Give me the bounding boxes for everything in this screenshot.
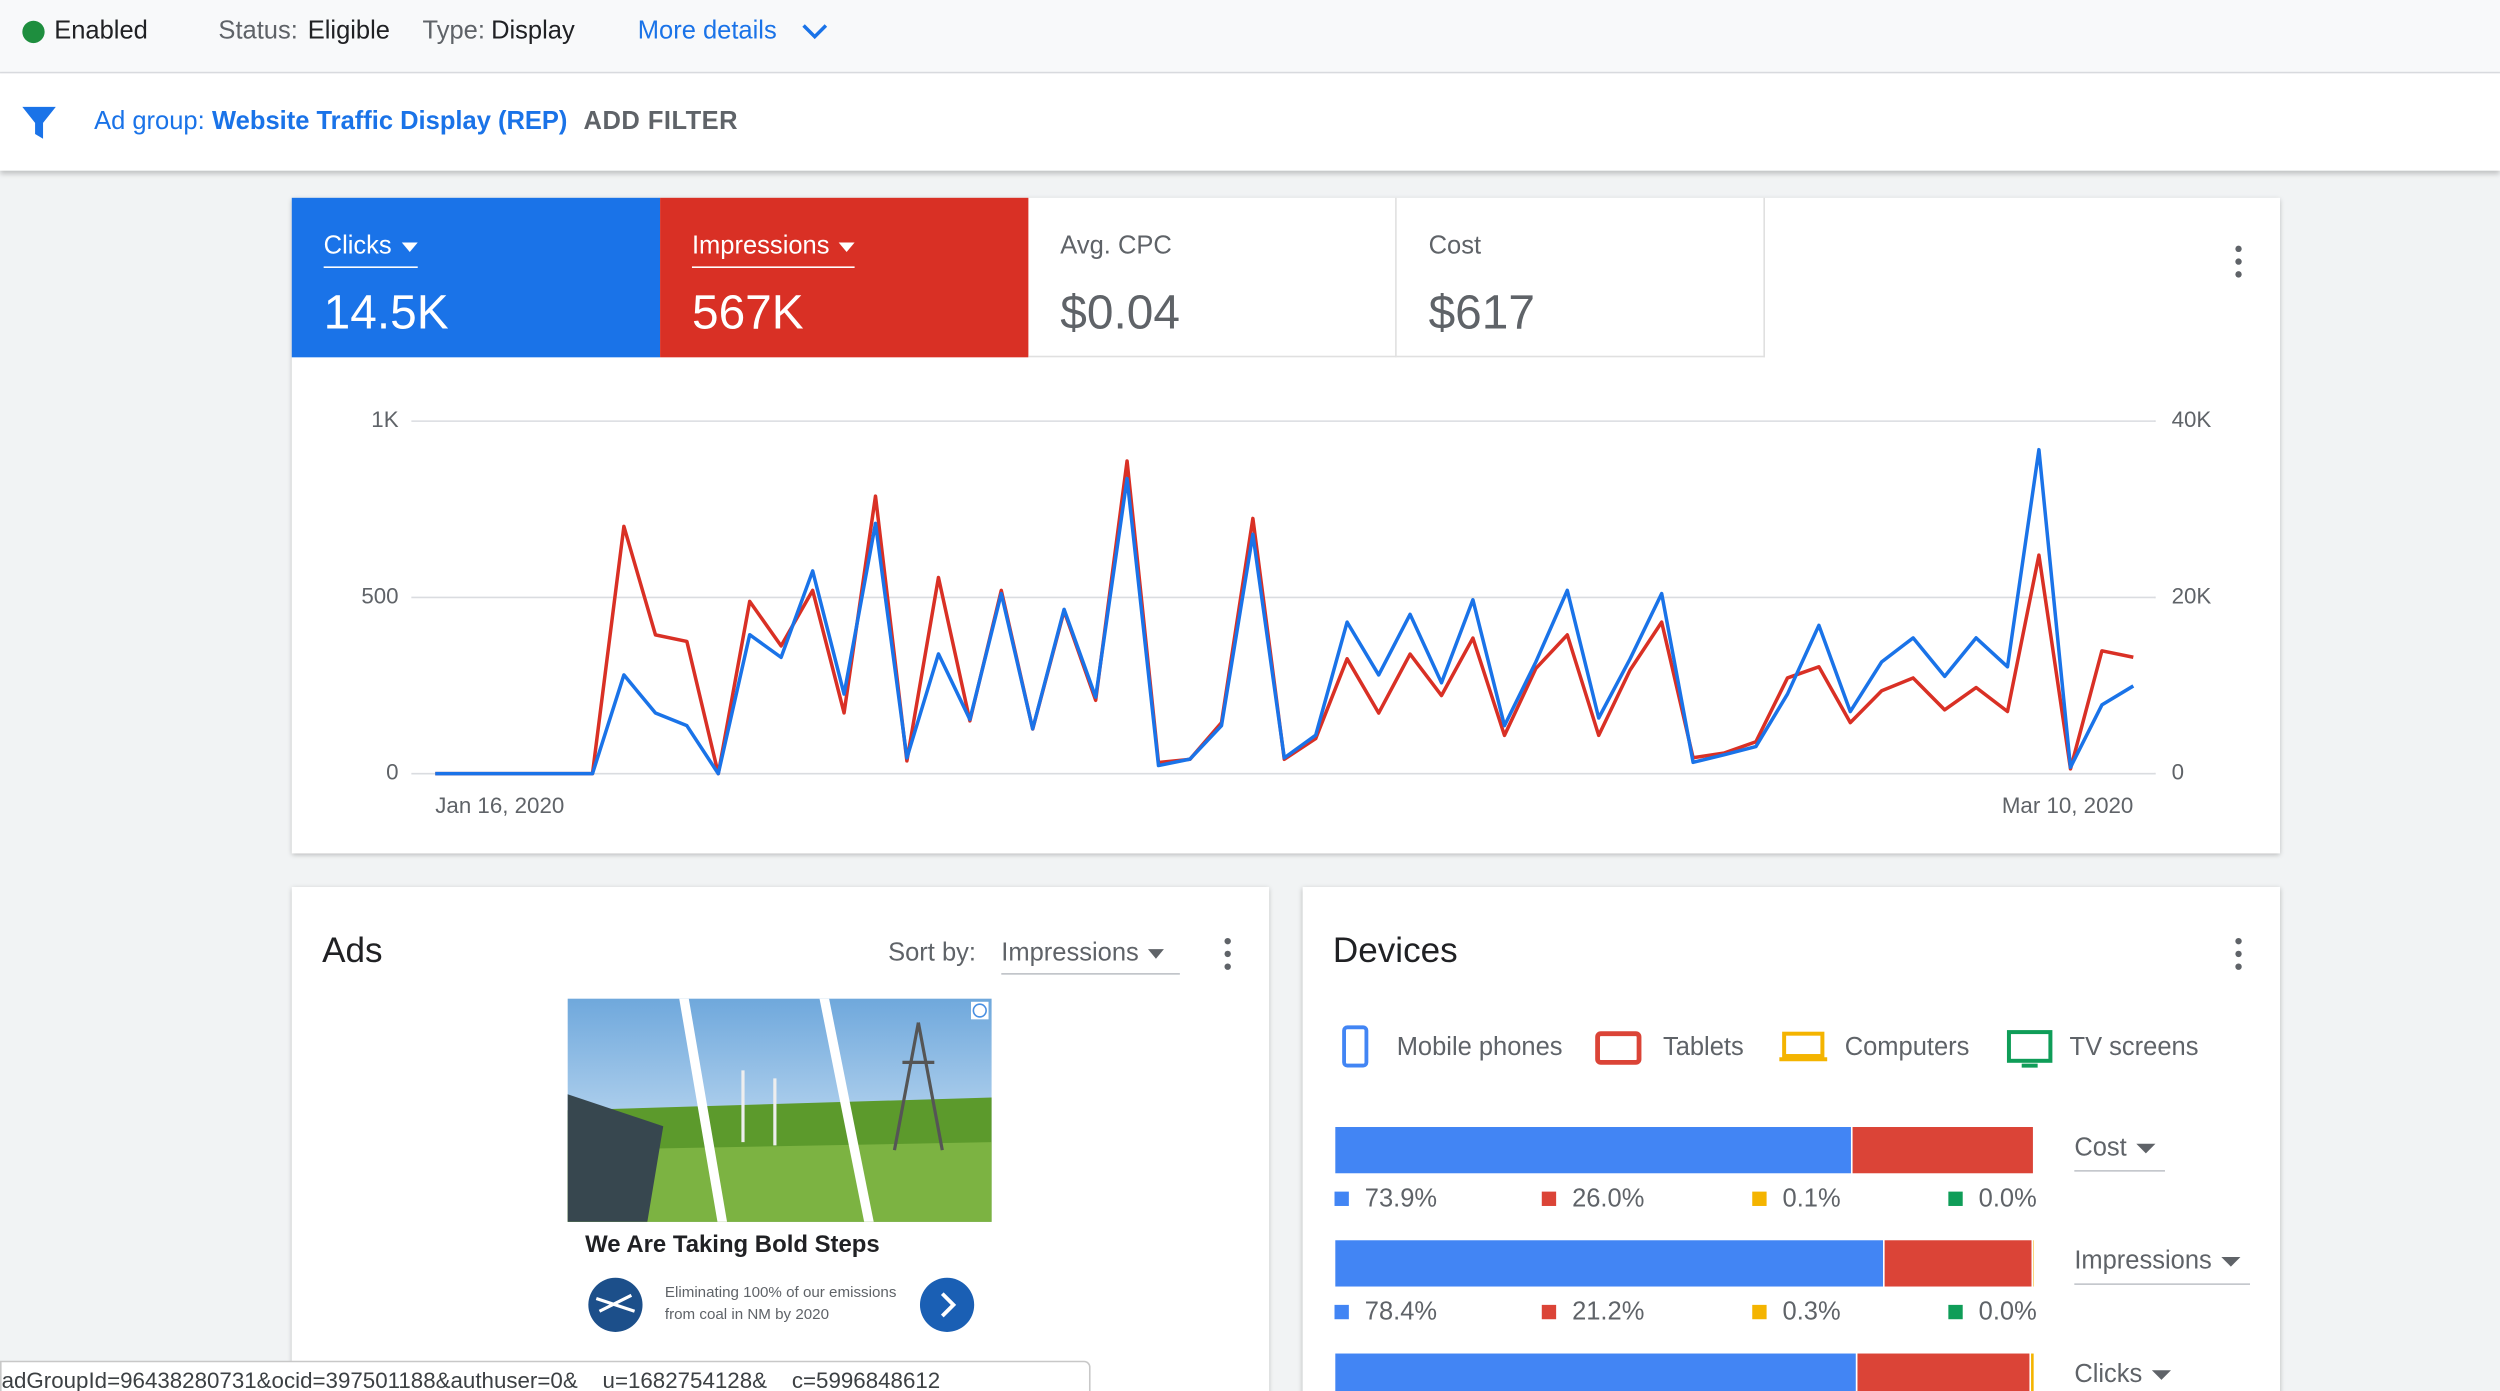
metric-value: $617 — [1428, 287, 1536, 340]
ad-description: Eliminating 100% of our emissions from c… — [664, 1284, 897, 1325]
menu-button[interactable] — [1224, 937, 1231, 976]
menu-button[interactable] — [2235, 245, 2242, 284]
status-value: Eligible — [307, 17, 390, 45]
metric-name: Avg. CPC — [1060, 232, 1172, 261]
metric-name-text: Clicks — [323, 232, 392, 261]
status-dot — [22, 20, 45, 44]
metric-value: 14.5K — [323, 287, 449, 340]
more-details[interactable]: More details — [637, 17, 777, 45]
filter-label[interactable]: Ad group: — [94, 108, 205, 136]
ads-card: Ads Sort by: Impressions We Are Taking B… — [291, 886, 1270, 1391]
add-filter[interactable]: ADD FILTER — [583, 108, 739, 136]
performance-card: Clicks 14.5K Impressions 567K Avg. CPC $0.0… — [291, 197, 2280, 854]
filter-value[interactable]: Website Traffic Display (REP) — [212, 108, 568, 136]
metric-name: Cost — [1428, 232, 1482, 261]
chevron[interactable] — [800, 21, 829, 43]
card-title: Ads — [322, 930, 383, 970]
metric-tile[interactable]: Cost $617 — [1396, 197, 1766, 358]
type-value: Display — [491, 17, 575, 45]
menu-button[interactable] — [2235, 937, 2242, 976]
metric-value: $0.04 — [1060, 287, 1180, 340]
sort-label: Sort by: — [888, 939, 976, 967]
metric-value: 567K — [691, 287, 804, 340]
ad-headline[interactable]: We Are Taking Bold Steps — [585, 1231, 880, 1259]
ad-image[interactable] — [567, 998, 992, 1222]
ad-arrow-button[interactable] — [918, 1276, 975, 1333]
filter-icon[interactable] — [21, 105, 59, 140]
metric-tile[interactable]: Impressions 567K — [660, 197, 1029, 358]
metric-name[interactable]: Impressions — [691, 232, 855, 268]
devices-card: Devices — [1302, 886, 2280, 1391]
status-header: Enabled Status: Eligible Type: Display M… — [0, 0, 2500, 74]
type-label: Type: — [422, 17, 485, 45]
status: Enabled — [54, 17, 148, 45]
filter-bar: Ad group: Website Traffic Display (REP) … — [0, 73, 2500, 171]
ad-logo — [588, 1277, 643, 1332]
metric-name[interactable]: Clicks — [323, 232, 418, 268]
sort-dropdown[interactable]: Impressions — [1001, 940, 1180, 975]
card-title: Devices — [1332, 930, 1458, 970]
status-label: Status: — [218, 17, 298, 45]
url-status-bar: adGroupId=96438280731&ocid=397501188&aut… — [0, 1360, 1091, 1391]
metric-tile[interactable]: Clicks 14.5K — [291, 197, 661, 358]
url-text: adGroupId=96438280731&ocid=397501188&aut… — [1, 1367, 941, 1391]
metric-name-text: Impressions — [691, 232, 830, 261]
metric-tile[interactable]: Avg. CPC $0.04 — [1028, 197, 1397, 358]
sort-value: Impressions — [1001, 939, 1139, 967]
